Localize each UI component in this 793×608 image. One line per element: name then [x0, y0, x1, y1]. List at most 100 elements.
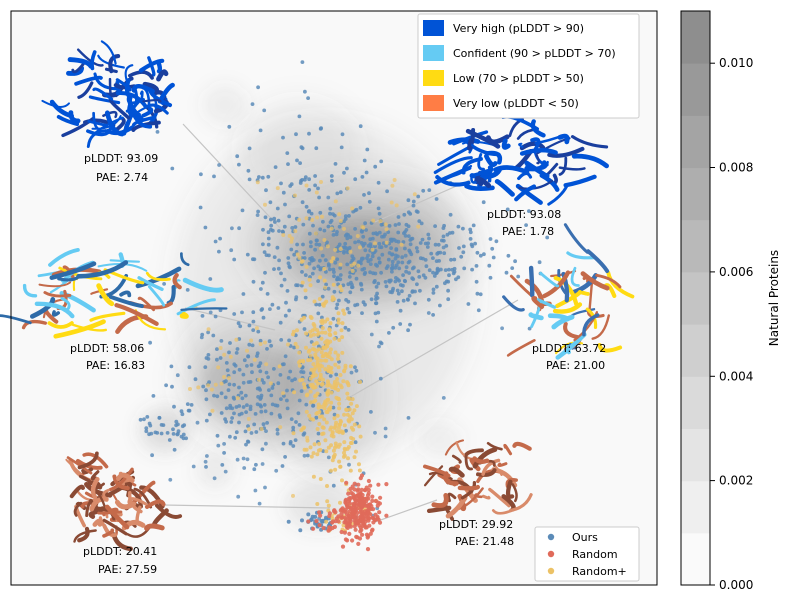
- point-ours: [244, 442, 248, 447]
- protein-strand: [142, 81, 160, 95]
- point-ours: [308, 240, 313, 245]
- point-ours: [407, 271, 411, 275]
- protein-strand: [127, 95, 145, 123]
- protein-strand: [77, 526, 90, 543]
- point-ours: [281, 230, 285, 235]
- point-ours: [461, 244, 466, 249]
- point-random: [339, 512, 344, 517]
- annotation-pae-3: PAE: 16.83: [86, 359, 145, 372]
- point-random: [378, 495, 383, 500]
- protein-strand: [570, 135, 609, 149]
- point-random-plus: [317, 441, 322, 446]
- point-random-plus: [300, 280, 305, 285]
- point-ours: [285, 398, 289, 403]
- point-ours: [404, 228, 409, 232]
- point-ours: [144, 429, 149, 434]
- protein-strand: [60, 297, 71, 311]
- point-ours: [354, 207, 359, 212]
- protein-strand: [66, 456, 93, 475]
- protein-strand: [473, 493, 483, 499]
- annotation-pae-5: PAE: 27.59: [98, 563, 157, 576]
- point-ours: [438, 250, 443, 255]
- point-ours: [281, 441, 286, 446]
- protein-strand: [115, 91, 148, 109]
- annotation-plddt-6: pLDDT: 29.92: [439, 518, 513, 531]
- point-ours: [238, 324, 243, 329]
- point-ours: [401, 273, 405, 277]
- point-ours: [494, 239, 499, 244]
- point-ours: [448, 212, 453, 217]
- protein-strand: [114, 303, 159, 326]
- point-ours: [354, 276, 359, 281]
- point-ours: [223, 395, 228, 400]
- point-random-plus: [308, 445, 313, 450]
- point-ours: [240, 396, 245, 401]
- point-ours: [380, 252, 385, 257]
- point-ours: [232, 312, 237, 316]
- point-random-plus: [235, 396, 240, 400]
- point-ours: [328, 220, 333, 225]
- point-ours: [213, 239, 218, 244]
- point-ours: [488, 237, 493, 241]
- point-ours: [405, 297, 410, 302]
- point-ours: [254, 462, 258, 467]
- protein-strand: [65, 458, 83, 476]
- point-ours: [272, 255, 277, 259]
- point-random: [306, 519, 311, 524]
- point-ours: [275, 431, 280, 436]
- point-ours: [377, 211, 382, 216]
- colorbar: 0.000 0.002 0.004 0.006 0.008 0.010 Natural P…: [680, 10, 781, 592]
- point-random-plus: [304, 345, 308, 350]
- point-random: [358, 476, 363, 481]
- point-ours: [326, 455, 331, 460]
- point-random-plus: [293, 229, 298, 234]
- point-ours: [359, 241, 364, 245]
- protein-strand: [524, 278, 545, 304]
- point-random-plus: [332, 416, 337, 421]
- point-ours: [334, 232, 339, 237]
- point-ours: [306, 96, 310, 100]
- point-ours: [265, 347, 269, 351]
- point-random-plus: [332, 336, 337, 341]
- point-random-plus: [281, 233, 286, 237]
- point-ours: [360, 256, 364, 261]
- point-random-plus: [352, 455, 357, 460]
- point-ours: [182, 423, 187, 427]
- point-random-plus: [350, 411, 355, 416]
- point-ours: [359, 261, 363, 266]
- point-random-plus: [338, 262, 343, 267]
- point-ours: [291, 425, 296, 430]
- point-ours: [151, 394, 156, 398]
- point-ours: [289, 247, 294, 252]
- point-random-plus: [341, 379, 346, 384]
- protein-strand: [49, 99, 74, 119]
- point-ours: [407, 259, 412, 264]
- point-ours: [376, 310, 381, 315]
- point-random-plus: [335, 429, 340, 434]
- point-random-plus: [340, 335, 345, 340]
- point-ours: [338, 273, 343, 277]
- point-ours: [466, 302, 471, 306]
- point-random-plus: [327, 355, 332, 359]
- point-random-plus: [336, 388, 341, 392]
- point-random-plus: [313, 352, 318, 357]
- point-random-plus: [360, 224, 365, 229]
- point-random: [327, 513, 332, 519]
- point-random-plus: [305, 435, 310, 440]
- point-ours: [345, 166, 349, 171]
- point-random: [350, 538, 355, 543]
- point-ours: [384, 284, 389, 289]
- protein-strand: [139, 90, 144, 100]
- protein-strand: [91, 115, 122, 130]
- point-ours: [447, 273, 451, 278]
- point-random: [356, 541, 361, 547]
- point-ours: [305, 453, 310, 458]
- point-ours: [175, 373, 180, 378]
- point-random-plus: [329, 400, 334, 405]
- point-random-plus: [349, 417, 354, 422]
- point-ours: [342, 219, 346, 224]
- point-random-plus: [319, 350, 324, 355]
- point-random-plus: [320, 425, 325, 430]
- point-ours: [283, 354, 288, 359]
